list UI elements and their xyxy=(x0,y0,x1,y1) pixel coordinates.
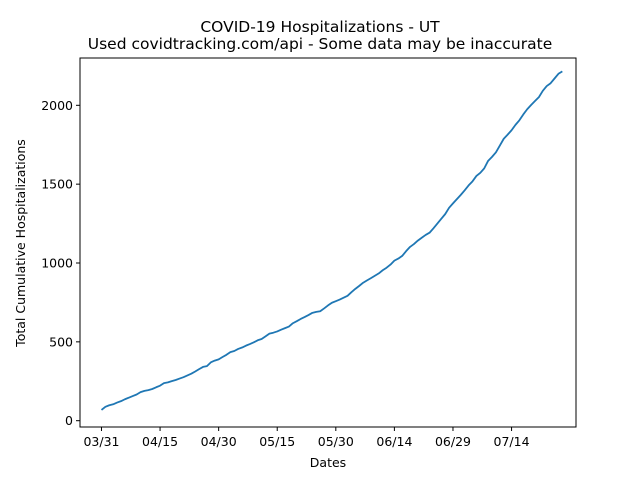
x-tick-label: 07/14 xyxy=(494,434,530,449)
x-tick-label: 04/15 xyxy=(142,434,178,449)
x-tick-label: 06/14 xyxy=(376,434,412,449)
hospitalizations-series-line xyxy=(100,70,563,411)
x-tick-label: 06/29 xyxy=(435,434,471,449)
plot-frame xyxy=(79,57,577,428)
x-axis-label: Dates xyxy=(310,455,346,470)
y-axis-label: Total Cumulative Hospitalizations xyxy=(13,139,28,348)
x-tick-label: 04/30 xyxy=(201,434,237,449)
y-tick-label: 1000 xyxy=(41,256,73,271)
x-tick-label: 05/15 xyxy=(259,434,295,449)
x-tick-label: 05/30 xyxy=(318,434,354,449)
chart-subtitle: Used covidtracking.com/api - Some data m… xyxy=(88,35,553,53)
y-tick-label: 500 xyxy=(49,334,73,349)
x-axis-ticks: 03/31 04/15 04/30 05/15 05/30 06/14 06/29 07/14 xyxy=(83,427,530,449)
y-axis-ticks: 0 500 1000 1500 2000 xyxy=(41,98,80,428)
x-tick-label: 03/31 xyxy=(83,434,119,449)
y-tick-label: 0 xyxy=(65,413,73,428)
y-tick-label: 1500 xyxy=(41,177,73,192)
y-tick-label: 2000 xyxy=(41,98,73,113)
chart-title: COVID-19 Hospitalizations - UT xyxy=(200,18,440,36)
